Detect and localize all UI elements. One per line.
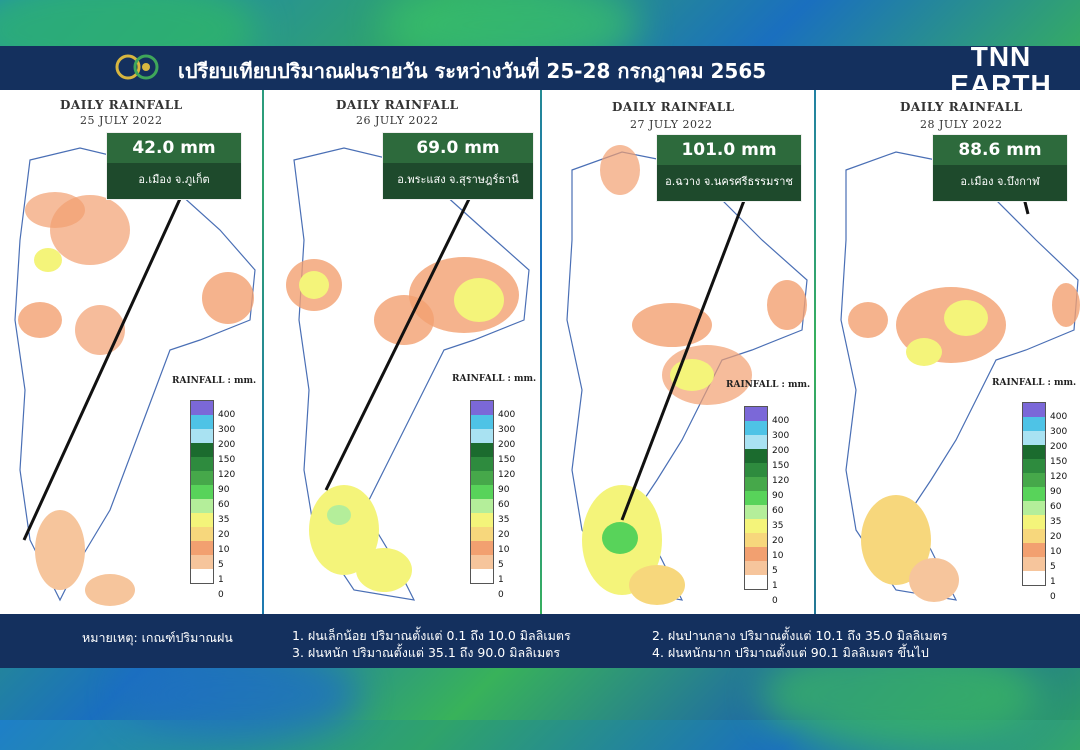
max-rainfall-amount: 42.0 mm [107, 133, 241, 163]
legend-labels: 400 300 200 150 120 90 60 35 20 10 5 1 0 [772, 416, 790, 606]
page-title: เปรียบเทียบปริมาณฝนรายวัน ระหว่างวันที่ … [178, 59, 767, 83]
max-rainfall-amount: 69.0 mm [383, 133, 533, 163]
criteria-item-1: 1. ฝนเล็กน้อย ปริมาณตั้งแต่ 0.1 ถึง 10.0… [292, 628, 571, 643]
panel-title: DAILY RAINFALL [336, 98, 459, 112]
note-label: หมายเหตุ: เกณฑ์ปริมาณฝน [82, 630, 233, 645]
max-rainfall-callout: 101.0 mm อ.ฉวาง จ.นครศรีธรรมราช [656, 134, 802, 202]
criteria-item-2: 2. ฝนปานกลาง ปริมาณตั้งแต่ 10.1 ถึง 35.0… [652, 628, 948, 643]
panel-title: DAILY RAINFALL [60, 98, 183, 112]
max-rainfall-location: อ.ฉวาง จ.นครศรีธรรมราช [665, 175, 793, 188]
legend-labels: 400 300 200 150 120 90 60 35 20 10 5 1 0 [498, 410, 516, 600]
legend-title: RAINFALL : mm. [992, 378, 1077, 388]
max-rainfall-callout: 88.6 mm อ.เมือง จ.บึงกาฬ [932, 134, 1068, 202]
max-rainfall-location: อ.เมือง จ.บึงกาฬ [960, 175, 1040, 188]
panel-date: 25 JULY 2022 [80, 114, 163, 127]
max-rainfall-amount: 88.6 mm [933, 135, 1067, 165]
max-rainfall-callout: 69.0 mm อ.พระแสง จ.สุราษฎร์ธานี [382, 132, 534, 200]
panel-date: 27 JULY 2022 [630, 118, 713, 131]
title-bar: เปรียบเทียบปริมาณฝนรายวัน ระหว่างวันที่ … [0, 41, 1080, 99]
map-panels: DAILY RAINFALL 25 JULY 2022 42.0 mm อ.เม… [0, 90, 1080, 614]
legend-labels: 400 300 200 150 120 90 60 35 20 10 5 1 0 [218, 410, 236, 600]
max-rainfall-location: อ.พระแสง จ.สุราษฎร์ธานี [397, 173, 519, 186]
max-rainfall-amount: 101.0 mm [657, 135, 801, 165]
thailand-rainfall-map [14, 147, 256, 606]
panel-date: 28 JULY 2022 [920, 118, 1003, 131]
rainfall-legend [744, 406, 768, 590]
thailand-rainfall-map [286, 147, 530, 601]
rainfall-legend [190, 400, 214, 584]
anniversary-logo [115, 54, 159, 80]
legend-title: RAINFALL : mm. [172, 376, 257, 386]
brand-line1: TNN [970, 41, 1032, 72]
map-panel-26-july: DAILY RAINFALL 26 JULY 2022 69.0 mm อ.พร… [264, 90, 540, 614]
rainfall-legend [470, 400, 494, 584]
legend-title: RAINFALL : mm. [726, 380, 811, 390]
criteria-item-3: 3. ฝนหนัก ปริมาณตั้งแต่ 35.1 ถึง 90.0 มิ… [292, 645, 561, 660]
rainfall-criteria-footer: หมายเหตุ: เกณฑ์ปริมาณฝน 1. ฝนเล็กน้อย ปร… [0, 614, 1080, 668]
thailand-rainfall-map [566, 145, 808, 605]
legend-title: RAINFALL : mm. [452, 374, 537, 384]
panel-title: DAILY RAINFALL [612, 100, 735, 114]
map-panel-28-july: DAILY RAINFALL 28 JULY 2022 88.6 mm อ.เม… [816, 90, 1080, 614]
max-rainfall-callout: 42.0 mm อ.เมือง จ.ภูเก็ต [106, 132, 242, 200]
legend-labels: 400 300 200 150 120 90 60 35 20 10 5 1 0 [1050, 412, 1068, 602]
criteria-item-4: 4. ฝนหนักมาก ปริมาณตั้งแต่ 90.1 มิลลิเมต… [652, 645, 929, 660]
panel-title: DAILY RAINFALL [900, 100, 1023, 114]
map-panel-27-july: DAILY RAINFALL 27 JULY 2022 101.0 mm อ.ฉ… [542, 90, 814, 614]
thailand-rainfall-map [840, 151, 1080, 602]
rainfall-legend [1022, 402, 1046, 586]
max-rainfall-location: อ.เมือง จ.ภูเก็ต [138, 173, 210, 186]
panel-date: 26 JULY 2022 [356, 114, 439, 127]
map-panel-25-july: DAILY RAINFALL 25 JULY 2022 42.0 mm อ.เม… [0, 90, 262, 614]
